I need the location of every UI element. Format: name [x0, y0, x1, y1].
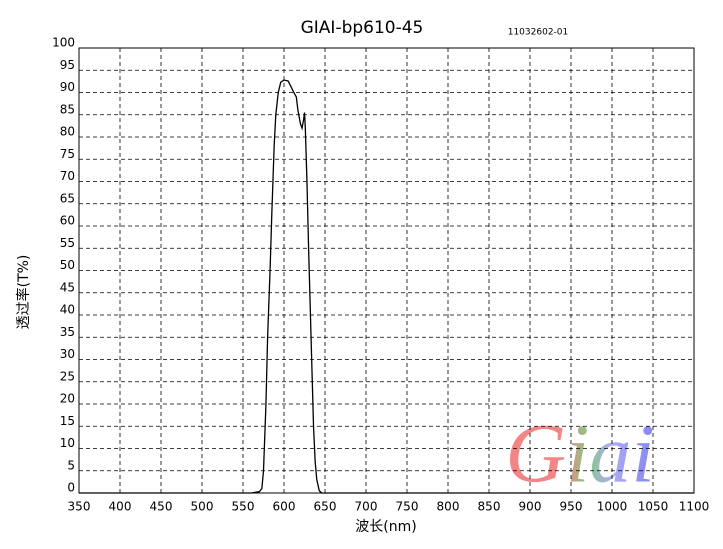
y-tick-label: 85 — [60, 102, 75, 116]
x-tick-label: 850 — [478, 500, 501, 514]
x-tick-label: 1050 — [638, 500, 669, 514]
y-tick-label: 15 — [60, 414, 75, 428]
x-tick-label: 900 — [519, 500, 542, 514]
chart-subtitle: 11032602-01 — [508, 28, 569, 38]
y-axis-label: 透过率(T%) — [15, 255, 32, 330]
x-tick-label: 550 — [232, 500, 255, 514]
y-tick-label: 80 — [60, 125, 75, 139]
y-tick-label: 60 — [60, 214, 75, 228]
y-tick-label: 50 — [60, 258, 75, 272]
y-tick-label: 25 — [60, 369, 75, 383]
x-axis-label: 波长(nm) — [355, 519, 416, 535]
x-tick-label: 600 — [273, 500, 296, 514]
x-tick-label: 700 — [355, 500, 378, 514]
x-tick-label: 450 — [150, 500, 173, 514]
y-tick-label: 0 — [67, 481, 75, 495]
watermark: Giai — [505, 407, 654, 500]
x-tick-label: 950 — [560, 500, 583, 514]
transmission-line — [79, 79, 694, 494]
y-tick-label: 5 — [67, 458, 75, 472]
x-tick-label: 350 — [68, 500, 91, 514]
y-tick-label: 90 — [60, 80, 75, 94]
y-tick-label: 95 — [60, 58, 75, 72]
x-tick-label: 800 — [437, 500, 460, 514]
y-tick-label: 70 — [60, 169, 75, 183]
x-tick-label: 500 — [191, 500, 214, 514]
y-tick-label: 10 — [60, 436, 75, 450]
x-tick-label: 750 — [396, 500, 419, 514]
y-tick-label: 40 — [60, 303, 75, 317]
x-tick-label: 1000 — [597, 500, 628, 514]
y-tick-label: 65 — [60, 191, 75, 205]
y-tick-label: 45 — [60, 280, 75, 294]
y-tick-label: 20 — [60, 392, 75, 406]
x-tick-label: 400 — [109, 500, 132, 514]
x-tick-label: 1100 — [679, 500, 710, 514]
y-tick-label: 35 — [60, 325, 75, 339]
y-tick-label: 30 — [60, 347, 75, 361]
x-tick-label: 650 — [314, 500, 337, 514]
chart-title: GIAI-bp610-45 — [301, 18, 424, 38]
y-tick-label: 75 — [60, 147, 75, 161]
y-tick-label: 100 — [52, 36, 75, 50]
y-tick-label: 55 — [60, 236, 75, 250]
